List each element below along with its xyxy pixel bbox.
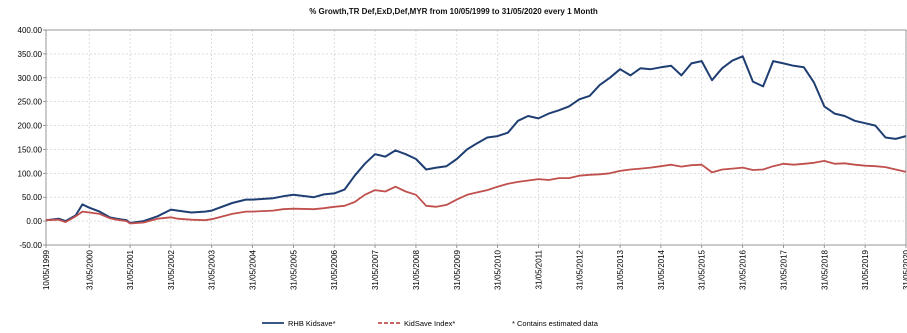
axes: [43, 29, 907, 248]
y-tick-label: 100.00: [18, 169, 43, 178]
x-tick-label: 31/05/2007: [371, 249, 380, 290]
series-line-kidsave-index: [45, 159, 907, 225]
x-tick-label: 31/05/2011: [534, 249, 543, 289]
x-tick-label: 31/05/2010: [494, 249, 503, 290]
legend-note: * Contains estimated data: [512, 319, 599, 328]
x-tick-label: 31/05/2009: [453, 249, 462, 290]
x-tick-label: 31/05/2014: [657, 249, 666, 290]
plot-area-border: [45, 29, 907, 246]
series-line-rhb-kidsave: [45, 55, 907, 224]
y-tick-label: 200.00: [18, 122, 43, 131]
y-tick-label: 300.00: [18, 74, 43, 83]
x-tick-label: 31/05/2003: [208, 249, 217, 290]
y-tick-label: 150.00: [18, 145, 43, 154]
x-tick-label: 31/05/2017: [779, 249, 788, 290]
x-tick-label: 31/05/2013: [616, 249, 625, 290]
x-tick-label: 31/05/2002: [167, 249, 176, 290]
series-lines: [45, 55, 907, 225]
x-tick-label: 31/05/2012: [575, 249, 584, 290]
legend: RHB Kidsave* KidSave Index* * Contains est…: [262, 319, 599, 328]
x-tick-label: 31/05/2004: [249, 249, 258, 290]
legend-label: KidSave Index*: [404, 319, 455, 328]
y-tick-label: 400.00: [18, 26, 43, 35]
y-tick-label: 50.00: [22, 193, 43, 202]
x-tick-label: 31/05/2001: [126, 249, 135, 290]
x-axis-ticks: 10/05/1999 31/05/2000 31/05/2001 31/05/2002…: [42, 249, 907, 290]
y-tick-label: -50.00: [19, 241, 42, 250]
x-tick-label: 31/05/2005: [289, 249, 298, 290]
y-axis-ticks: 400.00 350.00 300.00 250.00 200.00 150.00 100.…: [18, 26, 43, 250]
y-tick-label: 250.00: [18, 98, 43, 107]
grid-lines: [45, 29, 907, 246]
x-tick-label: 31/05/2018: [820, 249, 829, 290]
y-tick-label: 350.00: [18, 50, 43, 59]
x-tick-label: 31/05/2019: [861, 249, 870, 290]
x-tick-label: 31/05/2020: [902, 249, 907, 290]
x-tick-label: 31/05/2015: [698, 249, 707, 290]
x-tick-label: 31/05/2006: [330, 249, 339, 290]
legend-label: RHB Kidsave*: [288, 319, 336, 328]
chart-title: % Growth,TR Def,ExD,Def,MYR from 10/05/1…: [309, 7, 598, 16]
y-tick-label: 0.00: [26, 217, 42, 226]
x-tick-label: 31/05/2016: [739, 249, 748, 290]
x-tick-label: 10/05/1999: [42, 249, 51, 290]
x-tick-label: 31/05/2000: [85, 249, 94, 290]
x-tick-label: 31/05/2008: [412, 249, 421, 290]
